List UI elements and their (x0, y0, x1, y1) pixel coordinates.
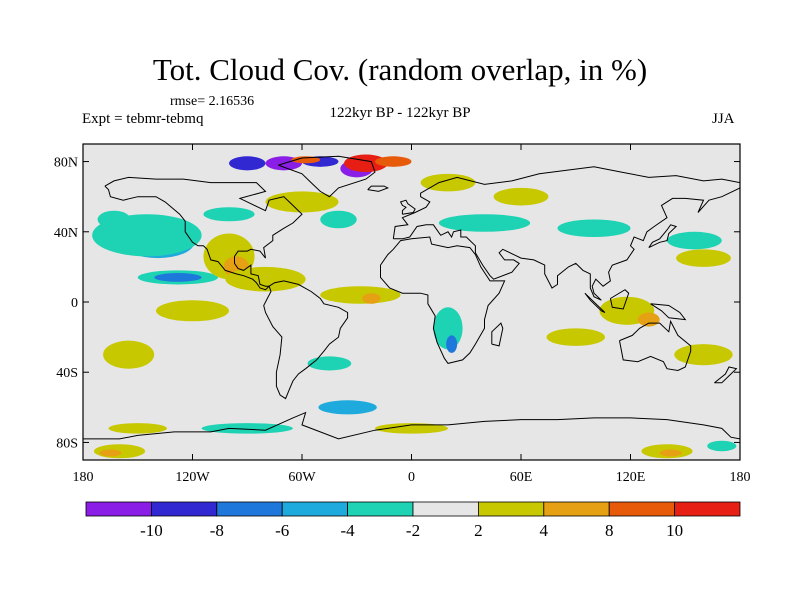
colorbar-swatch (85, 501, 152, 517)
lon-tick-label: 60E (510, 470, 533, 485)
anomaly-patch (320, 210, 357, 229)
colorbar-label: 4 (540, 521, 549, 540)
anomaly-patch (637, 312, 660, 327)
anomaly-patch (97, 210, 131, 229)
coastline-new-zealand (714, 366, 738, 384)
colorbar-label: -6 (275, 521, 289, 540)
coastline-australia (619, 319, 692, 372)
colorbar-swatch (674, 501, 741, 517)
coastline-new-guinea (650, 303, 687, 321)
experiment-label: Expt = tebmr-tebmq (82, 111, 204, 127)
colorbar-swatch (347, 501, 414, 517)
colorbar-label: -2 (406, 521, 420, 540)
anomaly-patch (291, 156, 321, 164)
anomaly-patch (229, 156, 266, 171)
lon-tick-label: 120W (175, 470, 210, 485)
colorbar-label: -4 (341, 521, 356, 540)
anomaly-patch (676, 249, 731, 267)
colorbar: -10 -8 -6 -4 -2 2 4 8 10 (85, 501, 741, 540)
colorbar-swatch (412, 501, 479, 517)
lon-tick-label: 120E (616, 470, 646, 485)
lon-tick-label: 180 (730, 470, 751, 485)
colorbar-label: 2 (474, 521, 483, 540)
coastline-antarctica (83, 411, 740, 440)
colorbar-label: 10 (666, 521, 683, 540)
anomaly-patch (265, 191, 339, 213)
anomaly-patch (446, 335, 458, 353)
anomaly-patch (438, 214, 531, 232)
coastline-iceland (367, 185, 390, 192)
anomaly-patch (203, 207, 255, 222)
lon-tick-label: 60W (288, 470, 316, 485)
coastline-borneo (609, 289, 630, 310)
anomaly-patch (154, 273, 202, 282)
coastline-north-america (104, 176, 303, 291)
lat-tick-label: 80S (56, 436, 78, 451)
colorbar-label: -8 (210, 521, 224, 540)
coastline-japan (648, 224, 678, 249)
coastline-great-britain (399, 199, 416, 215)
lat-tick-label: 40S (56, 366, 78, 381)
page-title: Tot. Cloud Cov. (random overlap, in %) (152, 52, 648, 87)
coastline-sumatra (584, 292, 606, 313)
colorbar-swatch (281, 501, 349, 517)
lat-tick-label: 0 (71, 296, 78, 311)
colorbar-label: 8 (605, 521, 614, 540)
anomaly-patch (375, 423, 448, 434)
coastline-greenland (278, 155, 376, 198)
anomaly-patch (201, 423, 293, 434)
anomaly-patch (156, 300, 229, 322)
anomaly-patch (307, 356, 352, 371)
coastline-eurasia (392, 166, 740, 301)
colorbar-label: -10 (140, 521, 163, 540)
anomaly-patches (92, 154, 737, 459)
coastline-south-america (263, 280, 349, 400)
rmse-label: rmse= 2.16536 (170, 94, 255, 109)
anomaly-patch (103, 340, 155, 369)
anomaly-patch (375, 156, 412, 167)
anomaly-patch (546, 328, 605, 346)
coastline-madagascar (491, 322, 504, 347)
anomaly-patch (108, 423, 167, 434)
anomaly-patch (659, 449, 682, 457)
period-label: 122kyr BP - 122kyr BP (329, 105, 471, 121)
anomaly-patch (99, 449, 122, 457)
colorbar-swatch (543, 501, 610, 517)
season-label: JJA (712, 111, 735, 127)
anomaly-patch (674, 344, 733, 366)
anomaly-patch (557, 219, 631, 238)
coastlines (83, 155, 740, 440)
lat-tick-label: 40N (54, 226, 78, 241)
lon-tick-label: 0 (408, 470, 415, 485)
coastline-africa (380, 236, 506, 364)
axis-ticks: 80N 40N 0 40S 80S 180 120W 60W 0 60E 120E 180 (54, 144, 751, 485)
anomaly-patch (320, 286, 401, 304)
colorbar-swatch (608, 501, 676, 517)
lon-tick-label: 180 (73, 470, 94, 485)
anomaly-patch (225, 266, 306, 292)
colorbar-swatch (150, 501, 218, 517)
anomaly-patch (493, 187, 549, 206)
anomaly-patch (362, 293, 381, 304)
anomaly-patch (318, 400, 377, 415)
anomaly-patch (667, 231, 722, 250)
lat-tick-label: 80N (54, 156, 78, 171)
anomaly-patch (707, 440, 737, 452)
colorbar-swatch (216, 501, 283, 517)
colorbar-swatch (477, 501, 545, 517)
